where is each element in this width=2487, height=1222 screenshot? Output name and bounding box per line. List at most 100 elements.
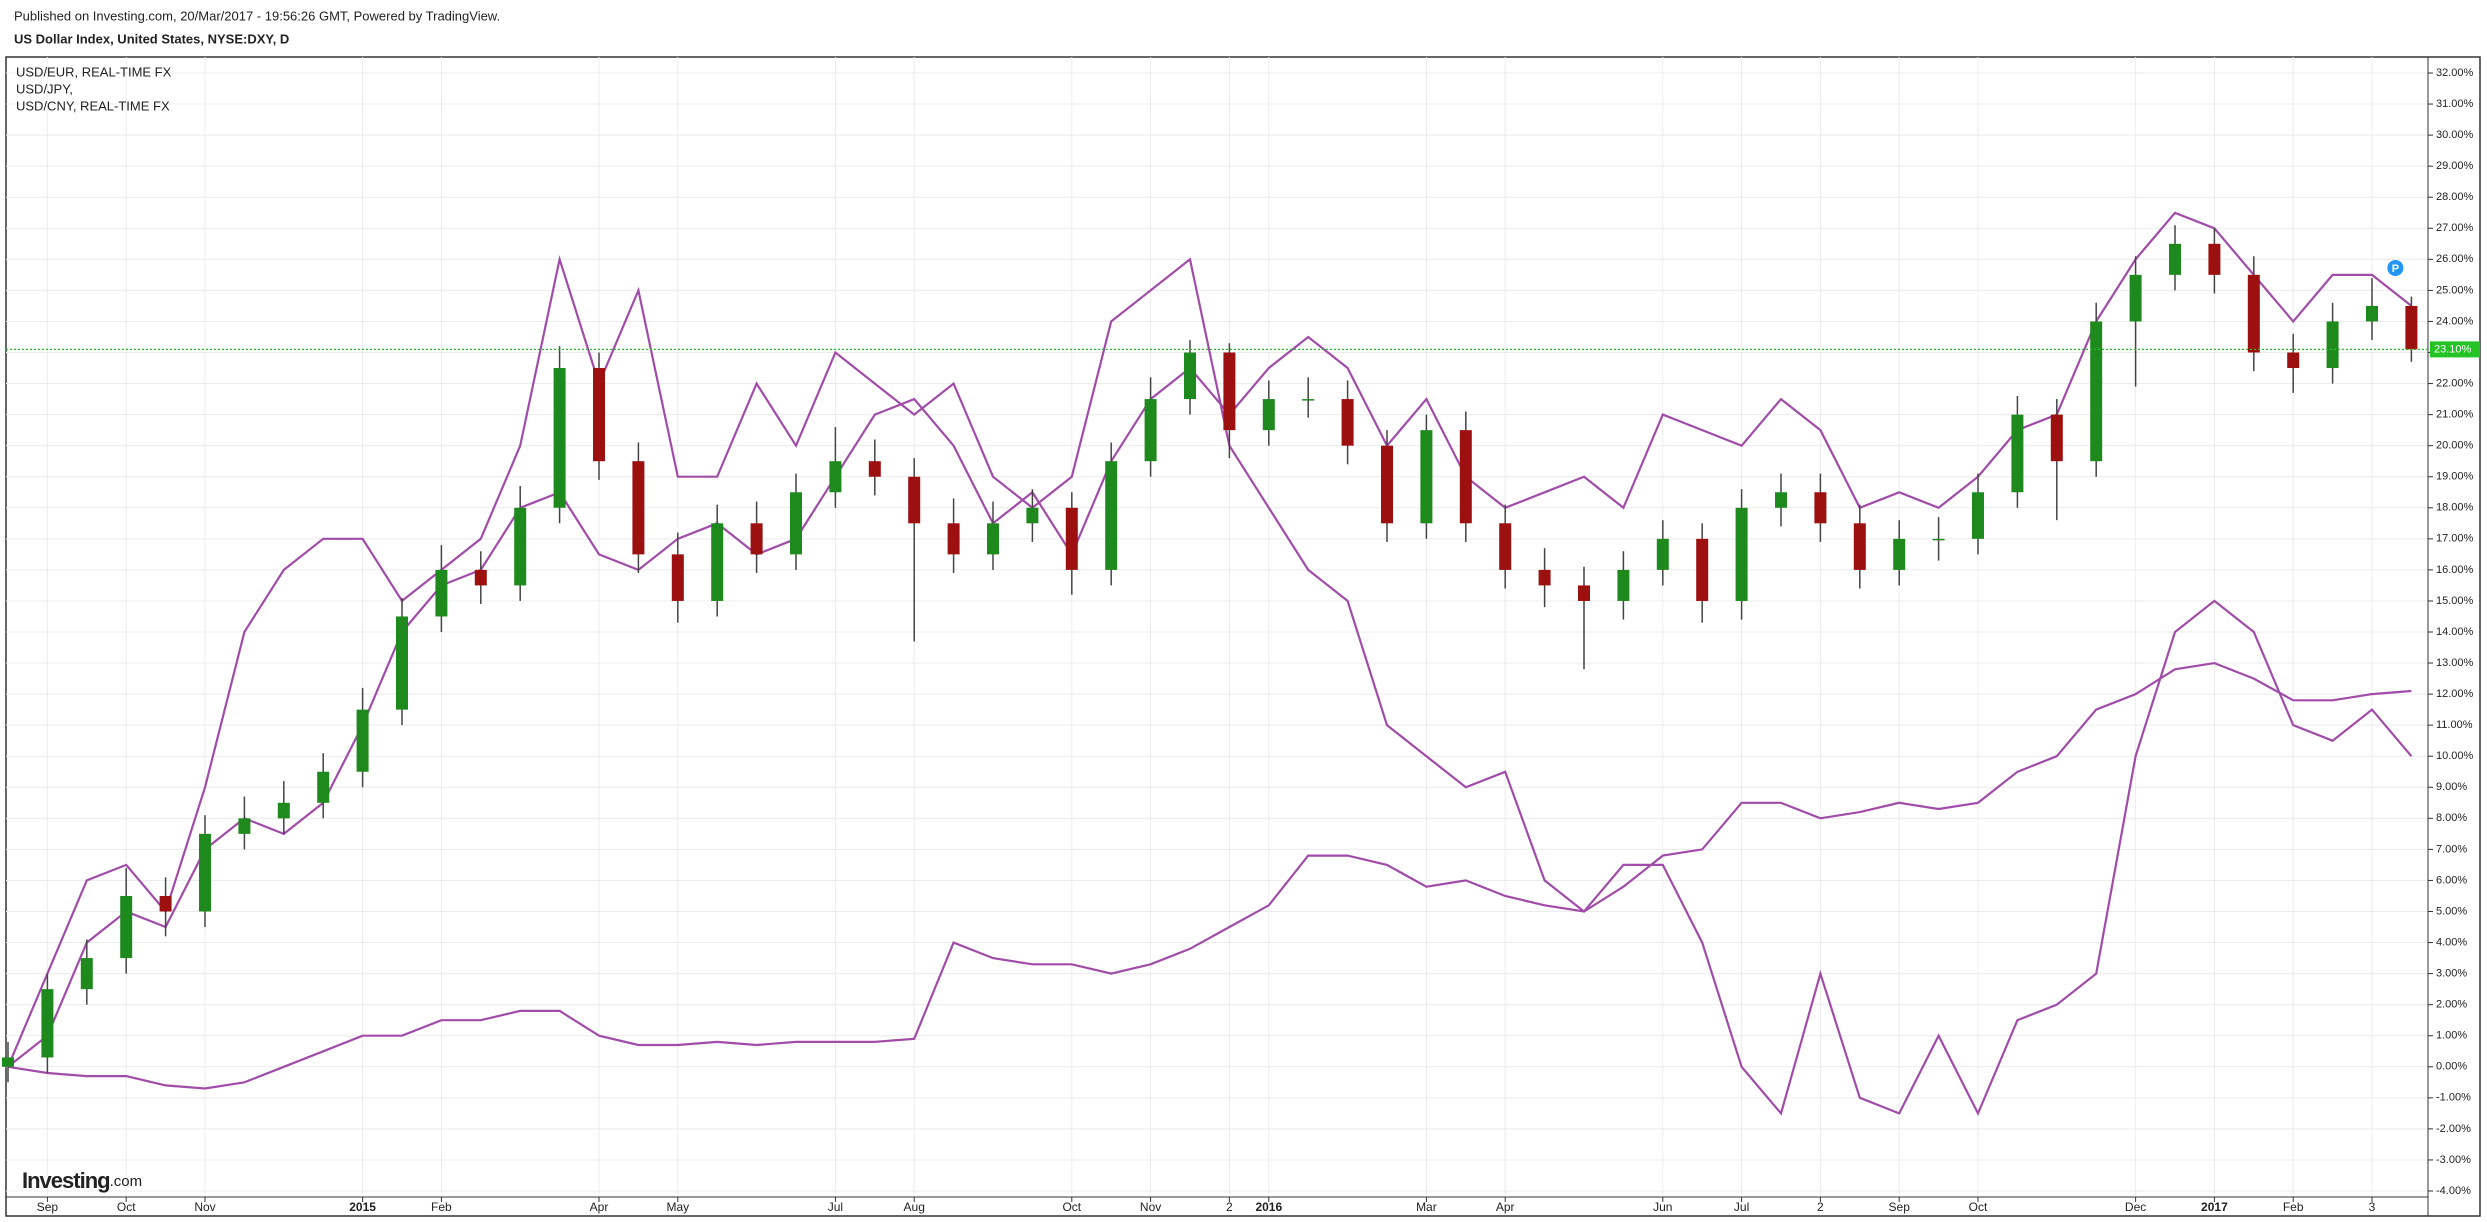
- candle-body: [632, 461, 645, 555]
- frame: [5, 56, 2481, 1217]
- x-tick-label: Apr: [1496, 1200, 1515, 1214]
- candle-body: [199, 833, 211, 912]
- candle-body: [396, 616, 408, 710]
- y-tick-label: 24.00%: [2436, 315, 2474, 327]
- candle-body: [356, 709, 369, 772]
- current-level-box: [2430, 341, 2480, 358]
- y-tick-label: 26.00%: [2436, 253, 2474, 265]
- candle-body: [1932, 538, 1945, 541]
- candle-body: [1853, 523, 1866, 570]
- y-tick-label: 4.00%: [2436, 936, 2467, 948]
- x-tick-label: Oct: [1969, 1200, 1988, 1214]
- y-tick-label: 14.00%: [2436, 626, 2474, 638]
- candle-body: [1814, 492, 1827, 524]
- legend-entry: USD/EUR, REAL-TIME FX: [16, 64, 172, 79]
- candle-body: [2208, 243, 2221, 275]
- candle-body: [2169, 243, 2181, 275]
- candle-body: [317, 771, 330, 803]
- y-tick-label: 8.00%: [2436, 812, 2467, 824]
- y-tick-label: -4.00%: [2436, 1185, 2471, 1197]
- y-tick-label: 18.00%: [2436, 502, 2474, 514]
- x-tick-label: Nov: [194, 1200, 215, 1214]
- candle-body: [1105, 461, 1118, 570]
- candle-body: [435, 569, 448, 617]
- candle-body: [80, 958, 93, 990]
- y-tick-label: 25.00%: [2436, 284, 2474, 296]
- x-tick-label: 3: [2369, 1200, 2376, 1214]
- candle-body: [553, 368, 566, 508]
- candle-body: [947, 523, 960, 555]
- x-tick-label: Apr: [590, 1200, 609, 1214]
- legend-entry: USD/JPY,: [16, 81, 73, 96]
- candle-body: [1735, 507, 1748, 601]
- x-tick-label: Feb: [431, 1200, 452, 1214]
- candle-body: [1656, 538, 1669, 570]
- chart-title: US Dollar Index, United States, NYSE:DXY…: [14, 31, 289, 46]
- candle-body: [1026, 507, 1039, 524]
- y-tick-label: 28.00%: [2436, 191, 2474, 203]
- x-tick-label: 2: [1817, 1200, 1824, 1214]
- candle-body: [41, 989, 54, 1058]
- y-tick-label: 10.00%: [2436, 750, 2474, 762]
- x-tick-label: Dec: [2125, 1200, 2146, 1214]
- candle-body: [1184, 352, 1196, 400]
- candle-body: [987, 523, 999, 555]
- candle-body: [2287, 352, 2300, 369]
- candle-body: [750, 523, 763, 555]
- series-line: [7, 211, 2413, 1068]
- y-tick-label: 22.00%: [2436, 377, 2474, 389]
- candle-body: [159, 895, 172, 912]
- candle-body: [2050, 414, 2063, 462]
- y-tick-label: 17.00%: [2436, 533, 2474, 545]
- y-tick-label: 0.00%: [2436, 1061, 2467, 1073]
- current-level-label: 23.10%: [2434, 343, 2472, 355]
- candle-body: [868, 461, 881, 477]
- candle-body: [2326, 321, 2339, 369]
- x-tick-label: Sep: [37, 1200, 59, 1214]
- y-tick-label: 2.00%: [2436, 999, 2467, 1011]
- candle-body: [277, 802, 290, 819]
- y-tick-label: 16.00%: [2436, 564, 2474, 576]
- candle-body: [1420, 430, 1433, 524]
- candle-body: [1459, 430, 1472, 524]
- logo-brand: Investing: [22, 1168, 110, 1193]
- candle-body: [514, 507, 527, 586]
- y-tick-label: 13.00%: [2436, 657, 2474, 669]
- candle-body: [238, 818, 251, 834]
- y-tick-label: 20.00%: [2436, 440, 2474, 452]
- marker: [2387, 259, 2404, 276]
- y-tick-label: 9.00%: [2436, 781, 2467, 793]
- candle-body: [1302, 399, 1315, 401]
- logo: Investing.com: [22, 1168, 142, 1193]
- y-tick-label: 27.00%: [2436, 222, 2474, 234]
- x-tick-label: 2: [1226, 1200, 1233, 1214]
- y-tick-label: 6.00%: [2436, 874, 2467, 886]
- candle-body: [1775, 492, 1787, 508]
- y-tick-label: 5.00%: [2436, 905, 2467, 917]
- candle-body: [2011, 414, 2024, 493]
- logo-suffix: .com: [110, 1173, 143, 1190]
- x-tick-label: Jul: [828, 1200, 843, 1214]
- y-tick-label: 15.00%: [2436, 595, 2474, 607]
- candle-body: [2405, 305, 2418, 350]
- candle-body: [2129, 274, 2142, 322]
- legend-entry: USD/CNY, REAL-TIME FX: [16, 98, 170, 113]
- series-line: [7, 661, 2412, 1090]
- candle-body: [1223, 352, 1236, 431]
- x-tick-label: Feb: [2283, 1200, 2304, 1214]
- grid: [6, 57, 2428, 1197]
- y-tick-label: 31.00%: [2436, 98, 2474, 110]
- y-tick-label: 3.00%: [2436, 968, 2467, 980]
- x-tick-label: Jun: [1653, 1200, 1672, 1214]
- candle-body: [1893, 538, 1906, 570]
- candle-body: [1144, 399, 1157, 462]
- y-tick-label: 12.00%: [2436, 688, 2474, 700]
- y-tick-label: -3.00%: [2436, 1154, 2471, 1166]
- y-tick-label: 1.00%: [2436, 1030, 2467, 1042]
- candle-body: [829, 461, 842, 493]
- x-tick-label: Oct: [1062, 1200, 1081, 1214]
- candle-body: [1538, 569, 1551, 586]
- y-tick-label: -2.00%: [2436, 1123, 2471, 1135]
